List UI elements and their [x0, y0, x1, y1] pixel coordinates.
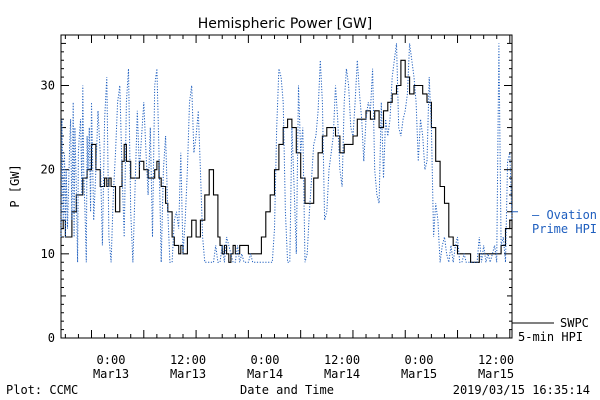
x-tick-label-date: Mar14	[247, 367, 283, 381]
footer-timestamp: 2019/03/15 16:35:14	[453, 383, 590, 397]
legend-swpc-line1: SWPC	[560, 316, 589, 330]
y-axis-label: P [GW]	[8, 164, 22, 207]
x-tick-label-date: Mar14	[324, 367, 360, 381]
series-line-ovation	[60, 43, 513, 265]
y-tick-label: 30	[41, 79, 55, 93]
chart-title: Hemispheric Power [GW]	[198, 16, 373, 32]
x-tick-label-time: 0:00	[405, 353, 434, 367]
series-ovation	[60, 43, 513, 265]
footer-plot-credit: Plot: CCMC	[6, 383, 78, 397]
y-tick-label: 10	[41, 247, 55, 261]
y-tick-label: 20	[41, 163, 55, 177]
x-axis: 0:00Mar1312:00Mar130:00Mar1412:00Mar140:…	[64, 35, 514, 381]
x-tick-label-time: 12:00	[478, 353, 514, 367]
x-tick-label-date: Mar13	[170, 367, 206, 381]
x-axis-label: Date and Time	[240, 383, 334, 397]
legend-ovation-line2: Prime HPI	[532, 222, 597, 236]
legend-swpc-line2: 5-min HPI	[518, 330, 583, 344]
y-tick-label: 0	[48, 331, 55, 345]
x-tick-label-time: 12:00	[324, 353, 360, 367]
x-tick-label-date: Mar15	[401, 367, 437, 381]
legend-ovation-line1: — Ovation	[532, 208, 597, 222]
x-tick-label-time: 0:00	[97, 353, 126, 367]
y-axis: 0 10 20 30	[41, 42, 512, 345]
x-tick-label-date: Mar13	[93, 367, 129, 381]
x-tick-label-date: Mar15	[478, 367, 514, 381]
legend: — Ovation Prime HPI SWPC 5-min HPI	[512, 208, 597, 344]
series-layer	[60, 43, 513, 265]
x-tick-label-time: 12:00	[170, 353, 206, 367]
x-tick-label-time: 0:00	[251, 353, 280, 367]
